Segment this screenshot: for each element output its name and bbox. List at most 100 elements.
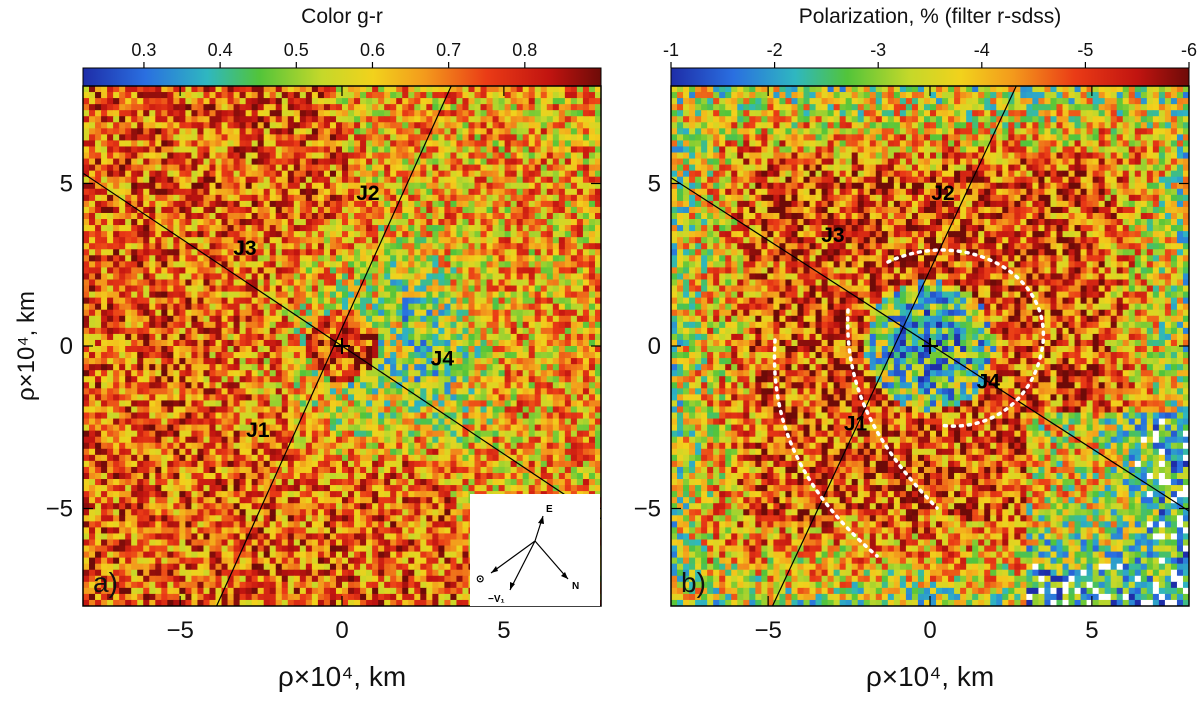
- heatmap-cell: [577, 128, 584, 135]
- heatmap-cell: [414, 140, 421, 147]
- heatmap-cell: [288, 413, 295, 420]
- heatmap-cell: [246, 201, 253, 208]
- heatmap-cell: [149, 98, 156, 105]
- heatmap-cell: [450, 201, 457, 208]
- heatmap-cell: [228, 104, 235, 111]
- heatmap-cell: [565, 376, 572, 383]
- heatmap-cell: [173, 310, 180, 317]
- heatmap-cell: [487, 201, 494, 208]
- heatmap-cell: [246, 400, 253, 407]
- heatmap-cell: [276, 128, 283, 135]
- heatmap-cell: [83, 267, 90, 274]
- heatmap-cell: [523, 92, 530, 99]
- heatmap-cell: [372, 116, 379, 123]
- heatmap-cell: [468, 122, 475, 129]
- heatmap-cell: [294, 201, 301, 208]
- heatmap-cell: [203, 273, 210, 280]
- heatmap-cell: [209, 364, 216, 371]
- heatmap-cell: [197, 346, 204, 353]
- heatmap-cell: [426, 195, 433, 202]
- heatmap-cell: [312, 243, 319, 250]
- heatmap-cell: [161, 183, 168, 190]
- heatmap-cell: [589, 316, 596, 323]
- heatmap-cell: [155, 273, 162, 280]
- heatmap-cell: [300, 177, 307, 184]
- heatmap-cell: [354, 165, 361, 172]
- heatmap-cell: [306, 425, 313, 432]
- heatmap-cell: [366, 316, 373, 323]
- heatmap-cell: [378, 382, 385, 389]
- heatmap-cell: [83, 431, 90, 438]
- heatmap-cell: [216, 146, 223, 153]
- heatmap-cell: [101, 346, 108, 353]
- heatmap-cell: [155, 340, 162, 347]
- heatmap-cell: [529, 207, 536, 214]
- heatmap-cell: [589, 352, 596, 359]
- heatmap-cell: [113, 140, 120, 147]
- heatmap-cell: [468, 243, 475, 250]
- heatmap-cell: [288, 171, 295, 178]
- heatmap-cell: [252, 140, 259, 147]
- heatmap-cell: [475, 261, 482, 268]
- heatmap-cell: [342, 237, 349, 244]
- heatmap-cell: [306, 316, 313, 323]
- heatmap-cell: [234, 219, 241, 226]
- heatmap-cell: [191, 249, 198, 256]
- heatmap-cell: [83, 128, 90, 135]
- heatmap-cell: [589, 292, 596, 299]
- heatmap-cell: [432, 92, 439, 99]
- heatmap-cell: [95, 237, 102, 244]
- heatmap-cell: [426, 310, 433, 317]
- heatmap-cell: [119, 370, 126, 377]
- heatmap-cell: [402, 225, 409, 232]
- heatmap-cell: [511, 406, 518, 413]
- heatmap-cell: [571, 128, 578, 135]
- heatmap-cell: [577, 249, 584, 256]
- heatmap-cell: [366, 382, 373, 389]
- heatmap-cell: [318, 346, 325, 353]
- heatmap-cell: [107, 183, 114, 190]
- heatmap-cell: [89, 370, 96, 377]
- heatmap-cell: [565, 370, 572, 377]
- heatmap-cell: [95, 104, 102, 111]
- heatmap-cell: [541, 406, 548, 413]
- heatmap-cell: [577, 425, 584, 432]
- heatmap-cell: [426, 388, 433, 395]
- heatmap-cell: [149, 292, 156, 299]
- heatmap-cell: [203, 279, 210, 286]
- heatmap-cell: [589, 388, 596, 395]
- heatmap-cell: [372, 231, 379, 238]
- heatmap-cell: [222, 310, 229, 317]
- heatmap-cell: [511, 116, 518, 123]
- heatmap-cell: [270, 419, 277, 426]
- heatmap-cell: [222, 92, 229, 99]
- heatmap-cell: [487, 406, 494, 413]
- heatmap-cell: [475, 394, 482, 401]
- heatmap-cell: [209, 249, 216, 256]
- heatmap-cell: [462, 406, 469, 413]
- heatmap-cell: [83, 394, 90, 401]
- heatmap-cell: [342, 304, 349, 311]
- heatmap-cell: [378, 134, 385, 141]
- heatmap-cell: [450, 394, 457, 401]
- heatmap-cell: [577, 304, 584, 311]
- heatmap-cell: [252, 146, 259, 153]
- heatmap-cell: [282, 225, 289, 232]
- heatmap-cell: [444, 165, 451, 172]
- heatmap-cell: [414, 406, 421, 413]
- heatmap-cell: [426, 98, 433, 105]
- heatmap-cell: [499, 358, 506, 365]
- heatmap-cell: [270, 219, 277, 226]
- heatmap-cell: [161, 340, 168, 347]
- heatmap-cell: [481, 134, 488, 141]
- heatmap-cell: [107, 382, 114, 389]
- heatmap-cell: [493, 159, 500, 166]
- heatmap-cell: [450, 146, 457, 153]
- heatmap-cell: [559, 134, 566, 141]
- heatmap-cell: [197, 225, 204, 232]
- heatmap-cell: [475, 122, 482, 129]
- heatmap-cell: [438, 219, 445, 226]
- heatmap-cell: [312, 370, 319, 377]
- heatmap-cell: [565, 237, 572, 244]
- heatmap-cell: [294, 213, 301, 220]
